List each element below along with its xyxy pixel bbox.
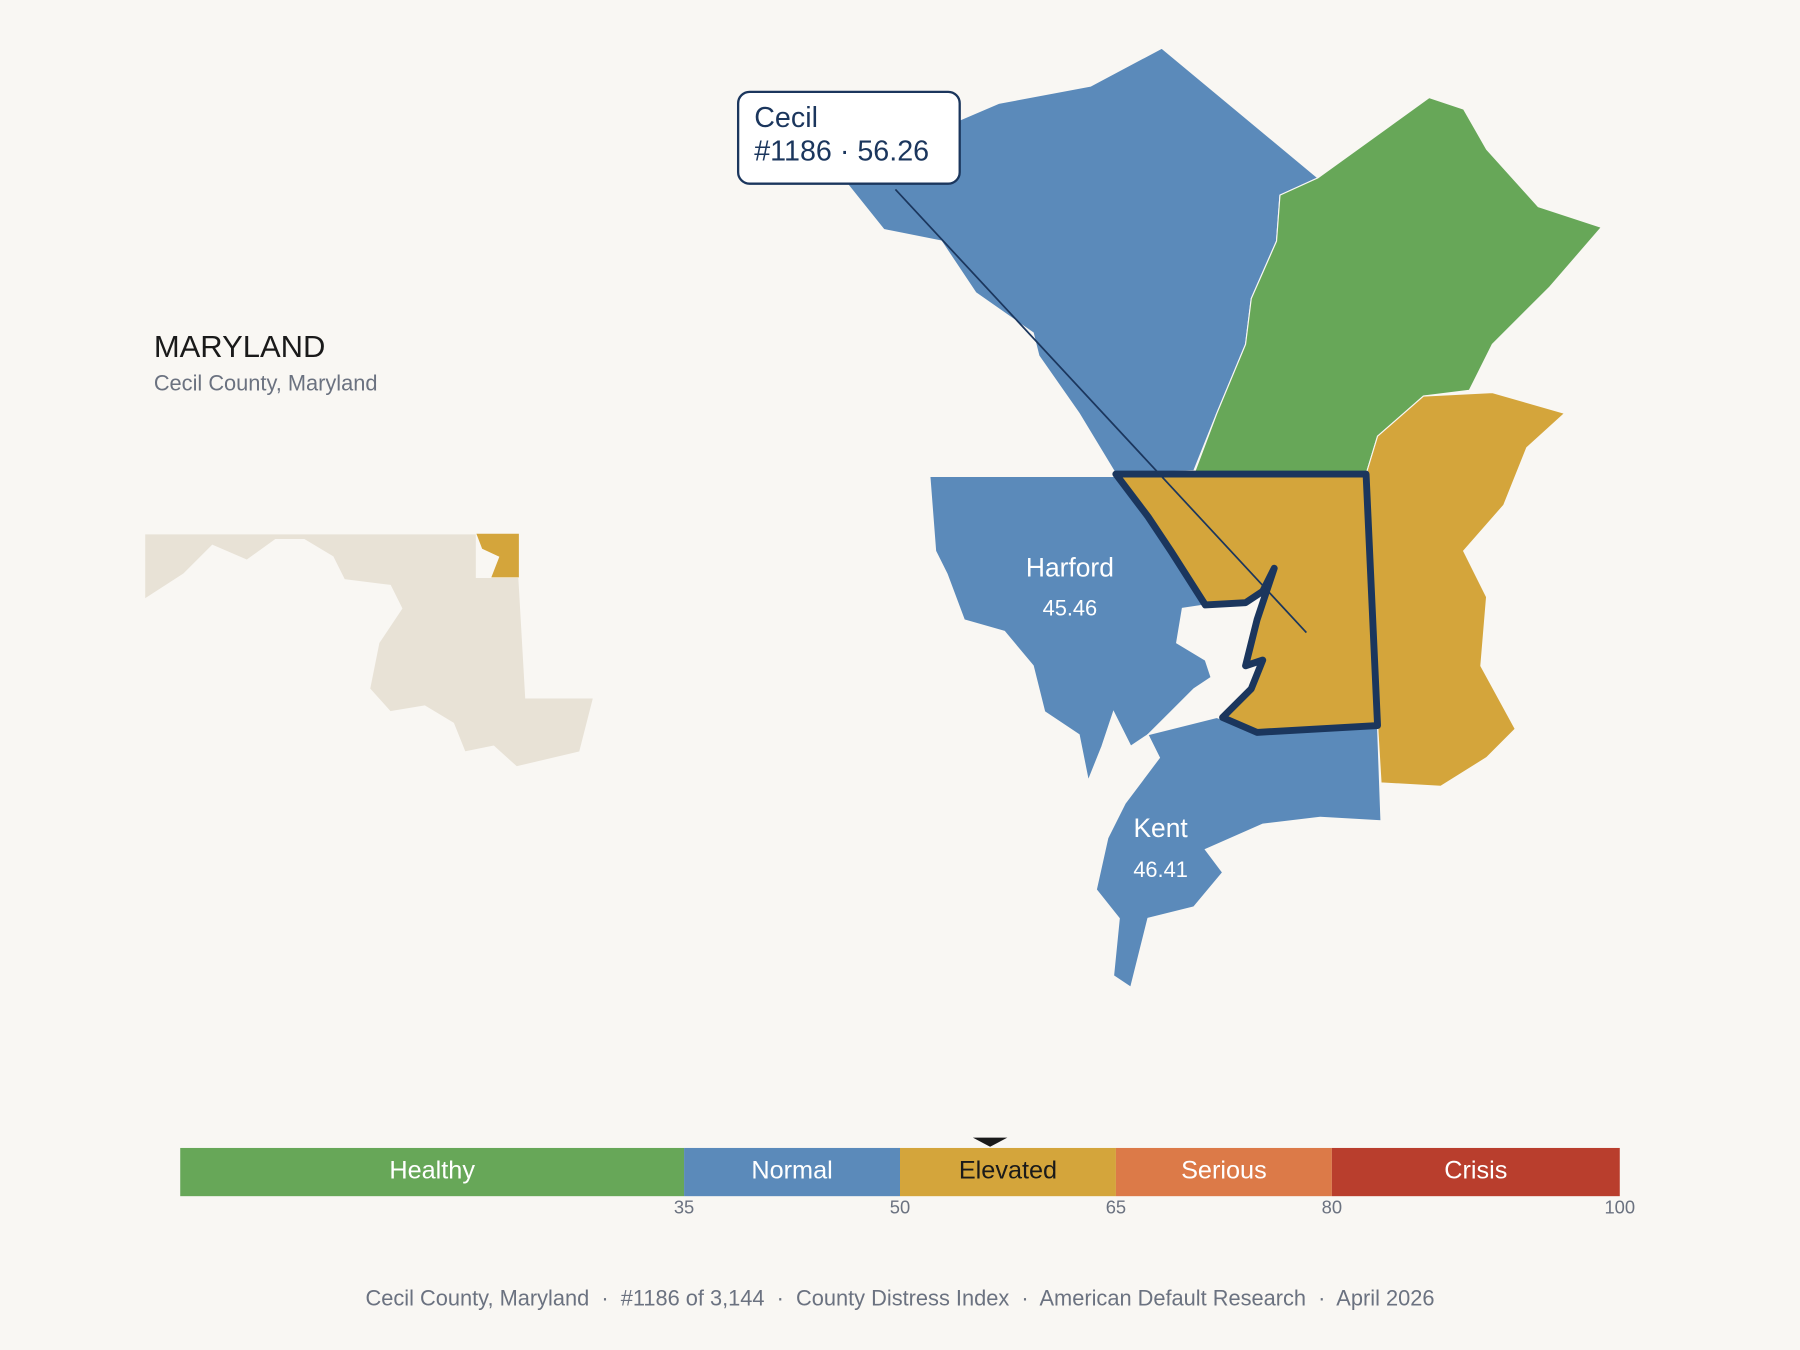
cecil-inset (476, 533, 519, 578)
state-shape (144, 533, 595, 768)
scale-band (684, 1147, 900, 1197)
county-name: Harford (1026, 552, 1114, 582)
band-label: Normal (751, 1157, 832, 1185)
county-shape (1193, 96, 1603, 475)
region-map (846, 47, 1603, 989)
tick-label: 35 (674, 1197, 694, 1218)
band-label: Elevated (959, 1157, 1057, 1185)
footer: Cecil County, Maryland · #1186 of 3,144 … (366, 1285, 1435, 1310)
scale-band (180, 1147, 685, 1197)
county-value: 45.46 (1043, 595, 1098, 620)
tick-label: 100 (1604, 1197, 1635, 1218)
callout-box (736, 90, 961, 185)
distress-scale: Healthy Normal Elevated Serious Crisis 35 50 65… (180, 1137, 1635, 1218)
state-inset (144, 533, 595, 768)
county-name: Kent (1133, 813, 1188, 843)
subtitle: Cecil County, Maryland (154, 370, 378, 395)
band-label: Crisis (1444, 1157, 1507, 1185)
scale-band (900, 1147, 1116, 1197)
band-label: Serious (1181, 1157, 1267, 1185)
band-label: Healthy (389, 1157, 475, 1185)
selected-county[interactable] (1112, 470, 1381, 736)
county-shape (1365, 392, 1566, 787)
tick-label: 80 (1322, 1197, 1342, 1218)
callout-name: Cecil (754, 102, 818, 134)
county-value: 46.41 (1133, 857, 1188, 882)
scale-band (1331, 1147, 1620, 1197)
tick-label: 50 (890, 1197, 910, 1218)
title: MARYLAND (154, 329, 326, 364)
score-marker (972, 1137, 1008, 1147)
scale-band (1115, 1147, 1332, 1197)
tick-label: 65 (1106, 1197, 1126, 1218)
callout-leader (894, 188, 1308, 634)
callout-detail: #1186 · 56.26 (754, 135, 929, 167)
